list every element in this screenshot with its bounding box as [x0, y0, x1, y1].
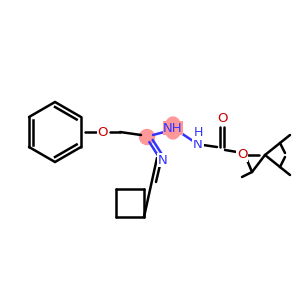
Text: O: O — [98, 125, 108, 139]
Text: N: N — [193, 139, 203, 152]
Text: N: N — [158, 154, 168, 166]
Text: O: O — [217, 112, 227, 124]
Text: H: H — [193, 127, 203, 140]
Text: O: O — [237, 148, 247, 161]
Text: NH: NH — [163, 122, 183, 134]
Ellipse shape — [165, 117, 181, 139]
Ellipse shape — [140, 130, 154, 145]
